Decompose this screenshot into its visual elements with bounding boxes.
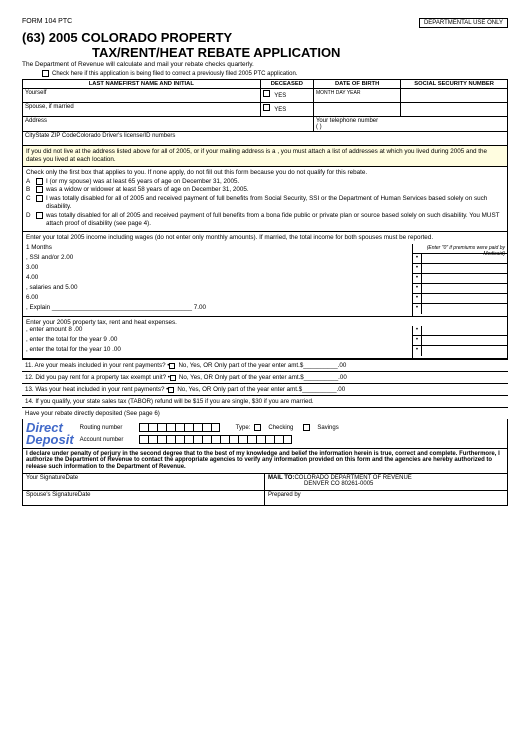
opt-b: was a widow or widower at least 58 years… [46, 186, 249, 194]
direct-deposit: DirectDeposit Routing number Type: Check… [22, 419, 508, 448]
income-val-4[interactable]: • [413, 274, 507, 284]
checking-label: Checking [268, 425, 293, 431]
dd-logo: DirectDeposit [26, 422, 74, 444]
signature-row-1: Your SignatureDate MAIL TO:COLORADO DEPA… [22, 474, 508, 491]
income-line-3: 3.00 [26, 264, 38, 272]
yourself-dob[interactable]: MONTH DAY YEAR [313, 89, 400, 103]
col-deceased: DECEASED [260, 80, 313, 89]
mailto: MAIL TO:COLORADO DEPARTMENT OF REVENUE D… [265, 474, 507, 490]
q13-no[interactable] [168, 387, 174, 393]
spouse-dob[interactable] [313, 103, 400, 117]
q14-row: 14. If you qualify, your state sales tax… [22, 396, 508, 408]
income-line-6: 6.00 [26, 294, 38, 302]
income-intro: Enter your total 2005 income including w… [23, 232, 507, 244]
exp-line-8: , enter amount 8 .00 [26, 326, 82, 334]
address-note: If you did not live at the address liste… [22, 146, 508, 167]
prepared-by[interactable]: Prepared by [265, 491, 507, 505]
routing-boxes[interactable] [139, 423, 220, 432]
citystate-cell[interactable]: CityState ZIP CodeColorado Driver's lice… [23, 132, 508, 146]
exp-val-10[interactable]: • [413, 346, 507, 356]
title-line-1: (63) 2005 COLORADO PROPERTY [22, 30, 508, 45]
q12-row: 12. Did you pay rent for a property tax … [22, 372, 508, 384]
expense-section: Enter your 2005 property tax, rent and h… [22, 317, 508, 360]
address-cell[interactable]: Address [23, 117, 314, 132]
your-sig[interactable]: Your SignatureDate [23, 474, 265, 490]
correct-label: Check here if this application is being … [52, 71, 297, 77]
yourself-deceased[interactable]: YES [260, 89, 313, 103]
account-label: Account number [80, 437, 135, 443]
exp-line-9: , enter the total for the year 9 .00 [26, 336, 117, 344]
col-name: LAST NAMEFIRST NAME AND INITIAL [23, 80, 261, 89]
type-label: Type: [236, 425, 251, 431]
opt-a-cb[interactable] [36, 178, 43, 185]
exp-line-10: , enter the total for the year 10 .00 [26, 346, 121, 354]
spouse-ssn[interactable] [401, 103, 508, 117]
q13-row: 13. Was your heat included in your rent … [22, 384, 508, 396]
spouse-cell[interactable]: Spouse, if married [23, 103, 261, 117]
opt-d-cb[interactable] [36, 212, 43, 219]
savings-label: Savings [317, 425, 338, 431]
opt-d: was totally disabled for all of 2005 and… [46, 212, 504, 228]
form-id: FORM 104 PTC [22, 18, 72, 28]
opt-b-cb[interactable] [36, 186, 43, 193]
yourself-cell[interactable]: Yourself [23, 89, 261, 103]
col-dob: DATE OF BIRTH [313, 80, 400, 89]
correct-checkbox[interactable] [42, 70, 49, 77]
income-line-5: , salaries and 5.00 [26, 284, 77, 292]
income-line-2: , SSI and/or 2.00 [26, 254, 73, 262]
phone-cell[interactable]: Your telephone number( ) [313, 117, 507, 132]
expense-intro: Enter your 2005 property tax, rent and h… [23, 317, 507, 327]
q11-no[interactable] [169, 363, 175, 369]
q11-row: 11. Are your meals included in your rent… [22, 359, 508, 372]
qualify-intro: Check only the first box that applies to… [26, 169, 504, 177]
account-boxes[interactable] [139, 435, 292, 444]
savings-cb[interactable] [303, 424, 310, 431]
title-line-2: TAX/RENT/HEAT REBATE APPLICATION [92, 45, 508, 60]
opt-c-cb[interactable] [36, 195, 43, 202]
income-line-4: 4.00 [26, 274, 38, 282]
income-right-hdr: (Enter "0" if premiums were paid by Medi… [413, 244, 507, 254]
declaration: I declare under penalty of perjury in th… [22, 449, 508, 475]
exp-val-9[interactable]: • [413, 336, 507, 346]
applicant-table: LAST NAMEFIRST NAME AND INITIAL DECEASED… [22, 79, 508, 146]
qualify-section: Check only the first box that applies to… [22, 167, 508, 232]
opt-c: I was totally disabled for all of 2005 a… [46, 195, 504, 211]
signature-row-2: Spouse's SignatureDate Prepared by [22, 491, 508, 506]
spouse-deceased[interactable]: YES [260, 103, 313, 117]
spouse-sig[interactable]: Spouse's SignatureDate [23, 491, 265, 505]
income-line-1: 1 Months [26, 244, 52, 252]
exp-val-8[interactable]: • [413, 326, 507, 336]
income-line-7: , Explain ______________________________… [26, 304, 206, 312]
income-val-5[interactable]: • [413, 284, 507, 294]
opt-a: I (or my spouse) was at least 65 years o… [46, 178, 239, 186]
subtitle: The Department of Revenue will calculate… [22, 61, 508, 68]
yourself-ssn[interactable] [401, 89, 508, 103]
routing-label: Routing number [80, 425, 135, 431]
income-val-3[interactable]: • [413, 264, 507, 274]
col-ssn: SOCIAL SECURITY NUMBER [401, 80, 508, 89]
dd-title: Have your rebate directly deposited (See… [22, 408, 508, 419]
q12-no[interactable] [170, 375, 176, 381]
income-section: Enter your total 2005 income including w… [22, 232, 508, 317]
income-val-2[interactable]: • [413, 254, 507, 264]
income-val-6[interactable]: • [413, 294, 507, 304]
checking-cb[interactable] [254, 424, 261, 431]
income-val-7[interactable]: • [413, 304, 507, 314]
dept-use-box: DEPARTMENTAL USE ONLY [419, 18, 508, 28]
